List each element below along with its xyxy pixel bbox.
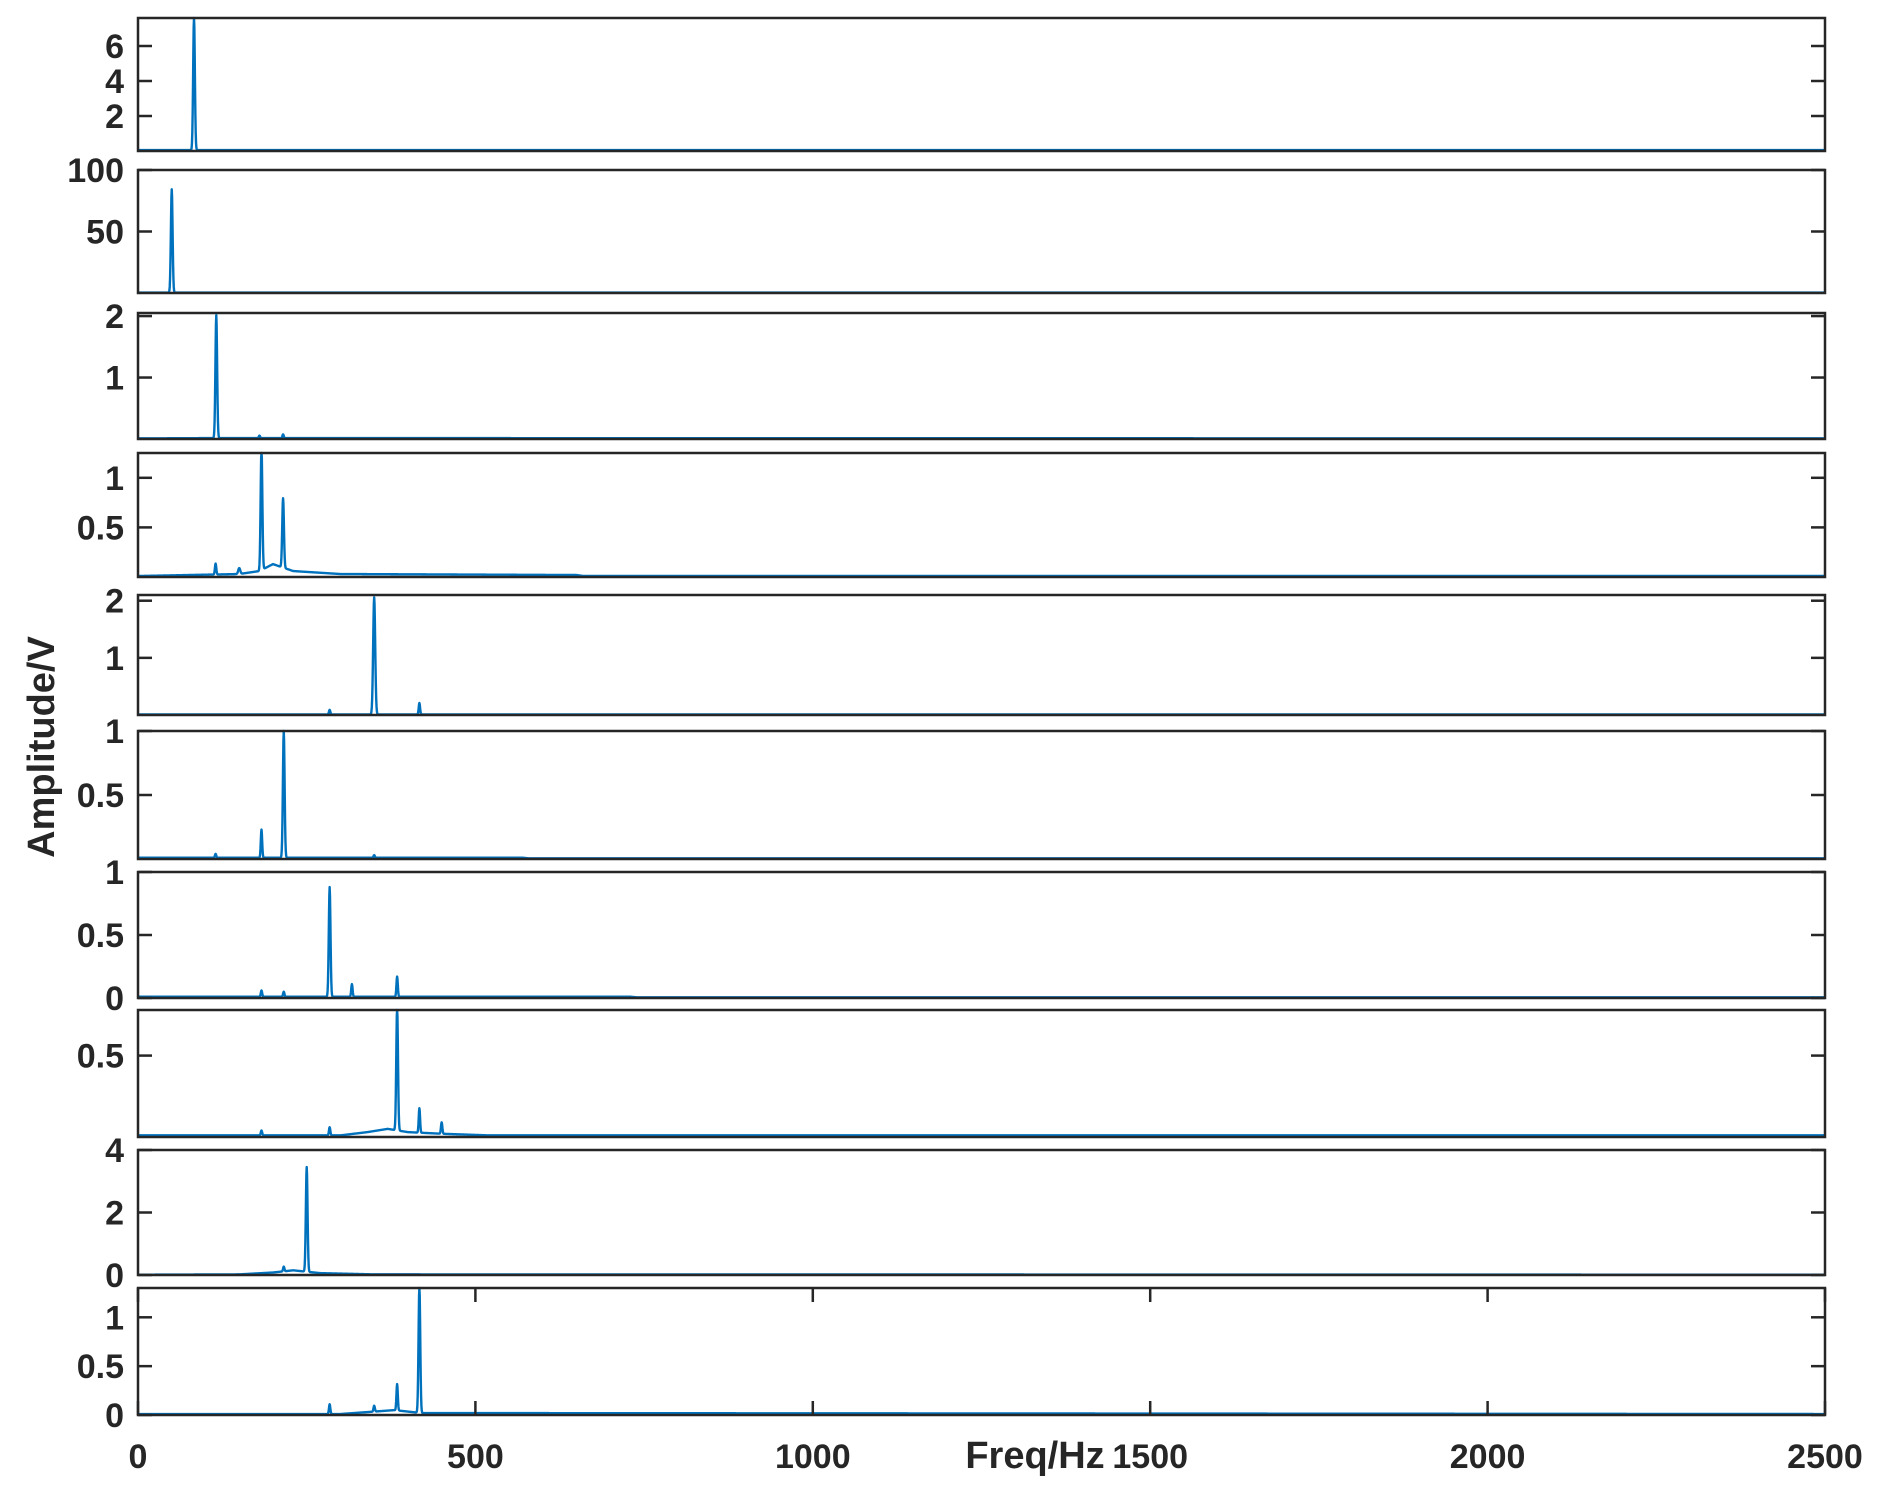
y-tick-label: 1 (105, 854, 124, 892)
spectrum-line-3 (137, 313, 1826, 440)
subplot-4: 0.51 (77, 451, 1827, 579)
axes-frame-6 (136, 729, 1827, 861)
x-tick-label: 500 (447, 1438, 504, 1476)
subplot-7: 00.51 (77, 854, 1827, 1018)
x-axis-tick-labels: 0 500 1000 1500 2000 2500 (129, 1438, 1863, 1476)
spectrum-line-8 (137, 1008, 1826, 1137)
x-tick-label: 0 (129, 1438, 148, 1476)
y-tick-label: 4 (105, 63, 124, 101)
spectrum-line-2 (137, 188, 1826, 294)
y-tick-label: 1 (105, 640, 124, 678)
subplot-2: 50 100 (67, 152, 1827, 295)
y-tick-label: 4 (105, 1132, 124, 1170)
axes-frame-3 (136, 311, 1827, 441)
spectrum-line-6 (137, 729, 1826, 860)
y-tick-label: 6 (105, 28, 124, 66)
y-tick-label: 2 (105, 298, 124, 336)
y-tick-label: 0 (105, 1397, 124, 1435)
y-axis-label: Amplitude/V (21, 636, 63, 858)
y-tick-label: 1 (105, 460, 124, 498)
y-tick-label: 0.5 (77, 509, 124, 547)
y-tick-label: 0.5 (77, 777, 124, 815)
spectrum-line-7 (137, 885, 1826, 999)
y-tick-label: 0.5 (77, 1348, 124, 1386)
axes-frame-9 (136, 1148, 1827, 1277)
axes-frame-8 (136, 1008, 1827, 1139)
subplot-6: 0.51 (77, 713, 1827, 861)
x-tick-label: 1000 (775, 1438, 851, 1476)
y-tick-label: 0.5 (77, 917, 124, 955)
y-tick-label: 2 (105, 583, 124, 621)
spectrum-line-4 (137, 451, 1826, 578)
subplot-10: 00.51 (77, 1286, 1827, 1435)
spectrum-line-5 (137, 596, 1826, 716)
y-tick-label: 0.5 (77, 1038, 124, 1076)
spectrum-line-9 (137, 1165, 1826, 1276)
axes-frame-7 (136, 870, 1827, 1000)
x-tick-label: 1500 (1112, 1438, 1188, 1476)
y-tick-label: 2 (105, 1195, 124, 1233)
axes-frame-1 (136, 16, 1827, 153)
y-tick-label: 50 (86, 214, 124, 252)
x-axis-label: Freq/Hz (965, 1435, 1104, 1477)
y-tick-label: 1 (105, 360, 124, 398)
axes-frame-2 (136, 168, 1827, 295)
spectrum-line-1 (137, 16, 1826, 152)
subplot-8: 0.5 (77, 1008, 1827, 1139)
x-tick-label: 2000 (1450, 1438, 1526, 1476)
subplot-3: 12 (105, 298, 1827, 441)
subplot-1: 246 (105, 16, 1827, 153)
spectrum-line-10 (137, 1286, 1826, 1416)
y-tick-label: 1 (105, 1299, 124, 1337)
y-tick-label: 100 (67, 152, 124, 190)
subplot-9: 0 2 4 (105, 1132, 1827, 1295)
axes-frame-4 (136, 451, 1827, 579)
y-tick-label: 1 (105, 713, 124, 751)
axes-frame-10 (136, 1286, 1827, 1417)
subplot-5: 12 (105, 583, 1827, 717)
x-tick-label: 2500 (1787, 1438, 1863, 1476)
axes-frame-5 (136, 593, 1827, 717)
y-tick-label: 0 (105, 980, 124, 1018)
y-tick-label: 0 (105, 1257, 124, 1295)
y-tick-label: 2 (105, 98, 124, 136)
